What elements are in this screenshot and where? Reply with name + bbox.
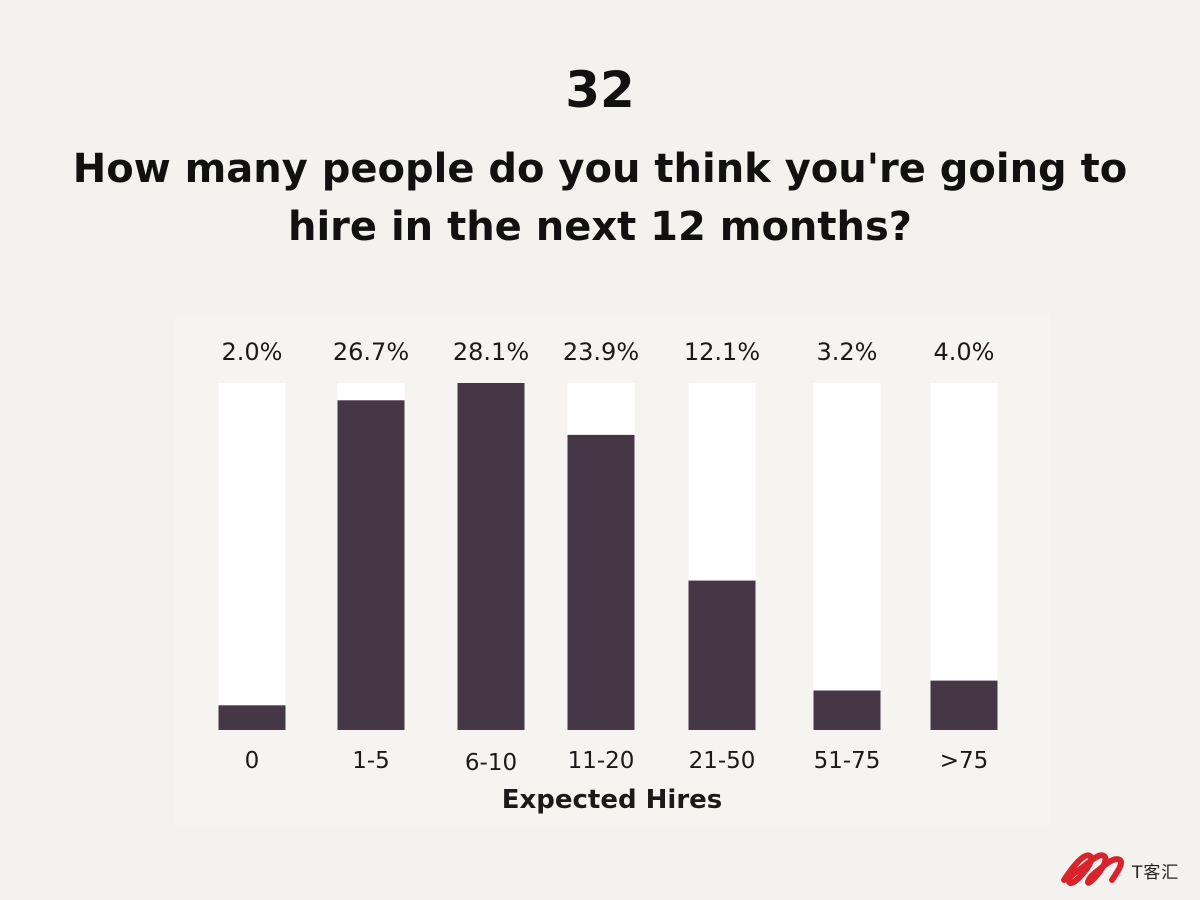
category-label: 11-20 [568, 748, 635, 774]
bar-1-5 [337, 400, 405, 730]
bar-track [813, 383, 881, 730]
bar-11-20 [567, 434, 635, 730]
chart-panel: 2.0% 26.7% 28.1% 23.9% 12.1% 3.2% 4.0% 0 1-5 6-1… [175, 315, 1050, 825]
slide-number: 32 [565, 61, 635, 119]
value-label: 3.2% [817, 338, 878, 366]
bar-chart: 2.0% 26.7% 28.1% 23.9% 12.1% 3.2% 4.0% 0 1-5 6-1… [218, 338, 998, 815]
category-label: 6-10 [465, 750, 517, 776]
value-label: 4.0% [934, 338, 995, 366]
chart-question-heading: How many people do you think you're goin… [72, 146, 1128, 250]
bar-track [218, 383, 286, 730]
category-label: 21-50 [689, 748, 756, 774]
watermark-text: T客汇 [1132, 863, 1180, 883]
value-label: 12.1% [684, 338, 760, 366]
bar->75 [930, 680, 998, 730]
x-axis-title: Expected Hires [502, 785, 723, 815]
bar-21-50 [688, 580, 756, 730]
bar-0 [218, 705, 286, 730]
bar-6-10 [457, 383, 525, 730]
bar-51-75 [813, 690, 881, 730]
value-label: 2.0% [222, 338, 283, 366]
category-label: >75 [940, 748, 989, 774]
category-label: 51-75 [814, 748, 881, 774]
category-label: 1-5 [352, 748, 390, 774]
watermark-logo-icon [1061, 852, 1124, 886]
value-label: 26.7% [333, 338, 409, 366]
bar-track [930, 383, 998, 730]
value-label: 23.9% [563, 338, 639, 366]
value-label: 28.1% [453, 338, 529, 366]
category-label: 0 [245, 748, 260, 774]
